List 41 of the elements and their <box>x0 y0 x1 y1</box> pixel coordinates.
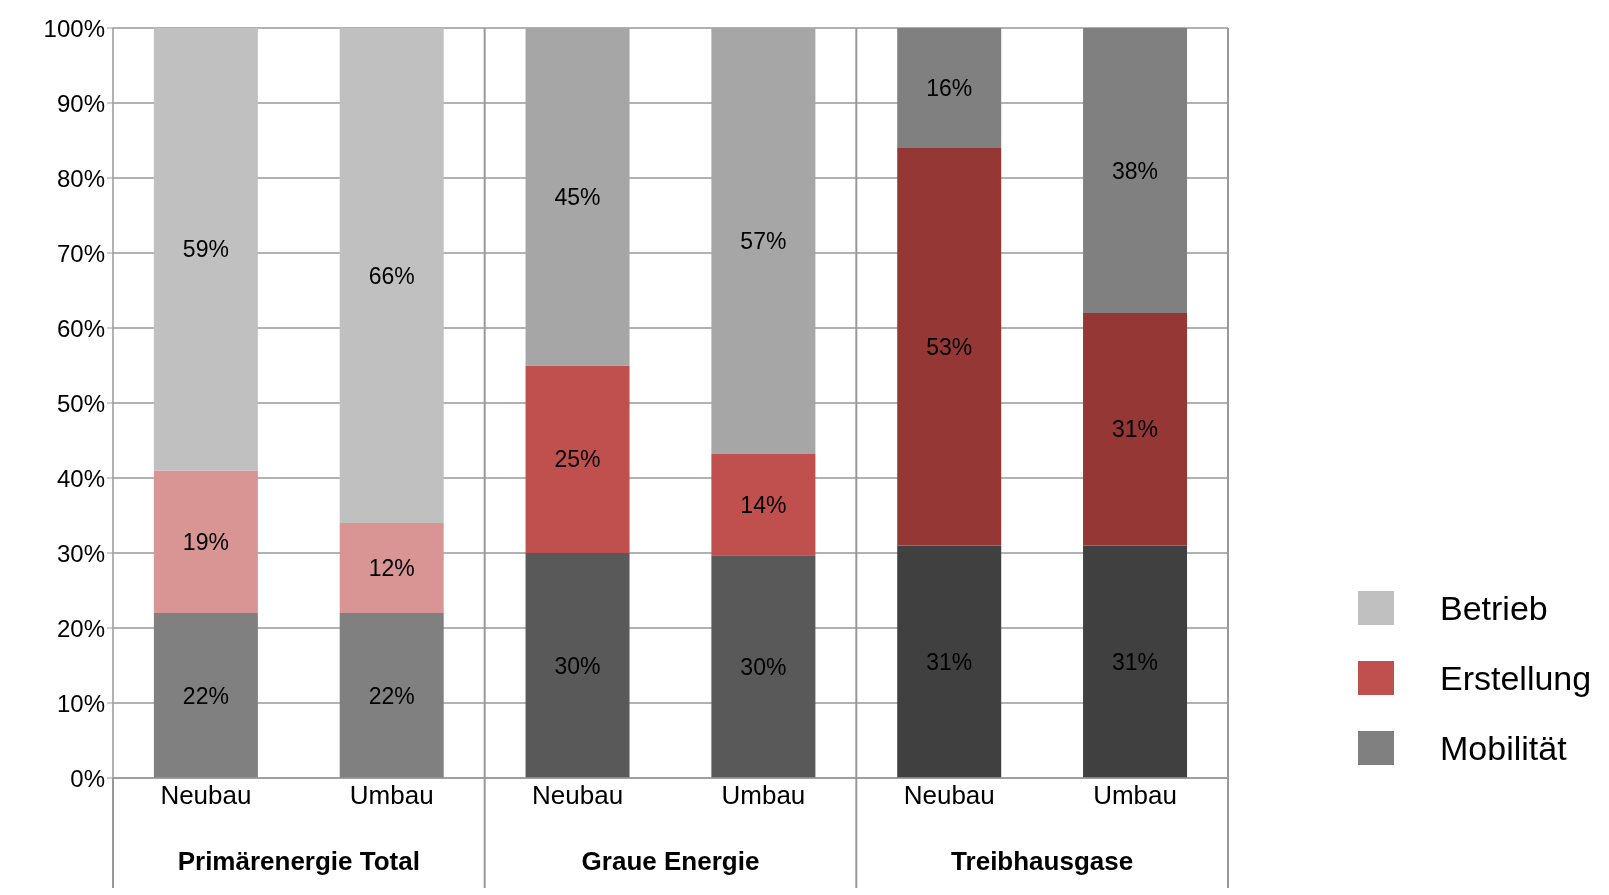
data-label: 45% <box>554 183 601 210</box>
y-tick-label: 90% <box>56 89 105 117</box>
legend-label: Erstellung <box>1440 658 1592 698</box>
text: Primärenergie Total <box>176 846 421 877</box>
data-label: 38% <box>1112 157 1159 184</box>
data-label: 31% <box>1112 416 1159 443</box>
data-label: 22% <box>368 682 415 709</box>
x-tick-label: Umbau <box>721 780 806 811</box>
y-tick-label: 100% <box>43 14 105 42</box>
data-label: 57% <box>740 228 787 254</box>
x-tick-label: Neubau <box>532 780 624 811</box>
y-tick-label: 80% <box>56 164 105 192</box>
data-label: 14% <box>740 491 787 518</box>
data-label: 31% <box>1112 648 1159 675</box>
y-tick-label: 20% <box>56 614 105 642</box>
y-tick-label: 0% <box>70 764 105 792</box>
y-tick-label: 30% <box>56 539 105 567</box>
y-tick-label: 10% <box>56 689 105 717</box>
data-label: 31% <box>926 648 973 675</box>
x-tick-label: Neubau <box>160 780 252 811</box>
y-tick-label: 40% <box>56 464 105 492</box>
data-label: 30% <box>740 653 787 680</box>
data-label: 22% <box>182 682 229 709</box>
legend-label: Betrieb <box>1440 588 1548 628</box>
data-label: 66% <box>368 262 415 289</box>
y-tick-label: 70% <box>56 239 105 267</box>
data-label: 53% <box>926 333 973 360</box>
x-tick-label: Umbau <box>349 780 434 811</box>
text: Treibhausgase <box>950 846 1135 877</box>
legend-label: Mobilität <box>1440 728 1567 768</box>
data-label: 12% <box>368 555 415 581</box>
y-tick-label: 50% <box>56 389 105 417</box>
x-tick-label: Umbau <box>1093 780 1177 811</box>
data-label: 59% <box>182 236 229 263</box>
y-tick-label: 60% <box>56 314 105 342</box>
text: Graue Energie <box>580 846 761 877</box>
data-label: 19% <box>182 528 229 555</box>
data-label: 25% <box>554 446 601 473</box>
x-tick-label: Neubau <box>903 780 995 811</box>
data-label: 30% <box>554 652 601 679</box>
data-label: 16% <box>926 75 973 101</box>
